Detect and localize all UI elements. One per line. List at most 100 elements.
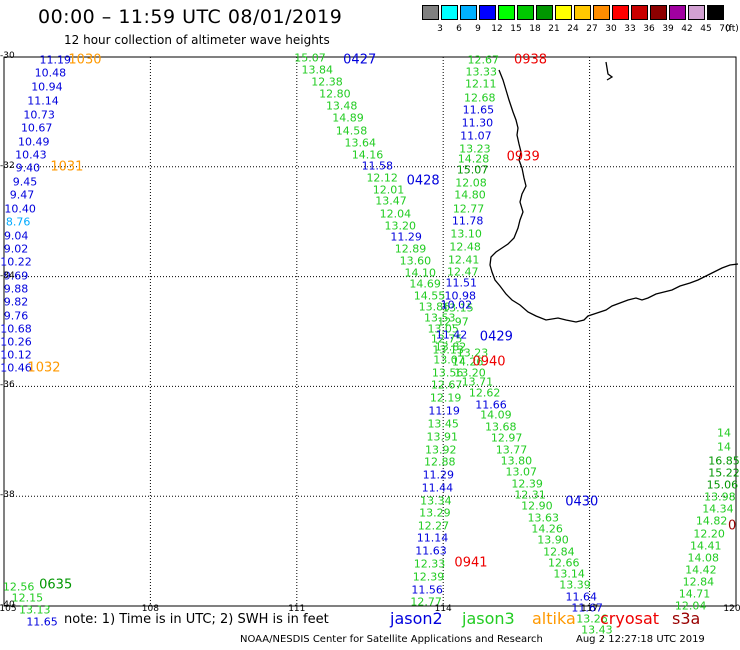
pass-time-label: 0427	[343, 52, 377, 68]
wave-height-reading: 12.39	[412, 570, 445, 584]
wave-height-reading: 12.48	[449, 240, 481, 254]
footer-credit: NOAA/NESDIS Center for Satellite Applica…	[240, 634, 543, 645]
wave-height-reading: 12.15	[11, 591, 44, 605]
wave-height-reading: 12.56	[2, 580, 35, 594]
lat-tick-label: -38	[0, 490, 15, 501]
wave-height-reading: 14.89	[332, 111, 364, 125]
wave-height-reading: 14.10	[404, 266, 437, 280]
pass-time-label: 1030	[68, 52, 102, 68]
wave-height-reading: 12.11	[465, 77, 497, 91]
satellite-legend-s3a: s3a	[672, 609, 701, 628]
pass-time-label: 0940	[472, 354, 506, 370]
colorbar-label: 24	[567, 24, 579, 34]
satellite-legend-cryosat: cryosat	[600, 609, 660, 628]
wave-height-reading: 12.90	[521, 499, 553, 513]
wave-height-reading: 13.23	[459, 142, 491, 156]
colorbar-label: 42	[681, 24, 693, 34]
colorbar-swatch	[650, 5, 667, 20]
pass-time-label: 1031	[50, 159, 84, 175]
wave-height-reading: 10.48	[34, 66, 67, 80]
wave-height-reading: 11.29	[422, 468, 455, 482]
wave-height-reading: 9.04	[3, 229, 29, 243]
wave-height-reading: 12.77	[410, 595, 442, 609]
wave-height-reading: 13.64	[344, 136, 376, 150]
wave-height-reading: 11.65	[462, 103, 495, 117]
wave-height-reading: 12.38	[311, 75, 343, 89]
wave-height-reading: 11.65	[26, 615, 58, 629]
wave-height-reading: 11.56	[411, 583, 443, 597]
wave-height-reading: 14.08	[687, 551, 720, 565]
wave-height-reading: 13.77	[495, 443, 528, 457]
wave-height-reading: 12.84	[682, 575, 715, 589]
wave-height-reading: 12.88	[424, 455, 456, 469]
lon-tick-label: 120	[723, 604, 740, 614]
lon-tick-label: 105	[0, 604, 17, 614]
wave-height-reading: 12.41	[447, 253, 480, 267]
wave-height-reading: 13.20	[454, 366, 486, 380]
wave-height-reading: 14.80	[454, 188, 486, 202]
wave-height-reading: 13.48	[325, 99, 358, 113]
lon-tick-label: 117	[581, 604, 599, 614]
wave-height-reading: 11.67	[571, 601, 603, 615]
wave-height-reading: 10.94	[31, 80, 63, 94]
pass-time-label: 0941	[454, 555, 488, 571]
wave-height-reading: 12.12	[366, 171, 398, 185]
colorbar-label: 36	[643, 24, 655, 34]
wave-height-reading: 9.40	[15, 161, 41, 175]
wave-height-reading: 14.41	[689, 539, 722, 553]
lat-tick-label: -36	[0, 380, 15, 391]
wave-height-reading: 12.67	[467, 53, 499, 67]
wave-height-reading: 13.56	[431, 366, 464, 380]
footer-timestamp: Aug 2 12:27:18 UTC 2019	[576, 634, 705, 645]
colorbar-swatch	[555, 5, 572, 20]
colorbar-label: 33	[624, 24, 636, 34]
wave-height-reading: 14.42	[685, 563, 717, 577]
wave-height-reading: 13.84	[301, 63, 334, 77]
wave-height-reading: 13.26	[576, 612, 608, 626]
wave-height-reading: 12.89	[394, 242, 427, 256]
colorbar-swatch	[517, 5, 534, 20]
map-frame	[3, 56, 737, 607]
wave-height-reading: 11.78	[451, 214, 484, 228]
wave-height-reading: 14.26	[531, 522, 563, 536]
wave-height-reading: 14.55	[413, 289, 446, 303]
satellite-legend-jason2: jason2	[390, 609, 443, 628]
wave-height-reading: 14.16	[351, 148, 384, 162]
wave-height-reading: 13.10	[450, 227, 482, 241]
wave-height-reading: 12.33	[413, 557, 446, 571]
wave-height-reading: 10.02	[440, 298, 473, 312]
wave-height-reading: 14.34	[702, 502, 734, 516]
wave-height-reading: 13.23	[456, 346, 489, 360]
wave-height-reading: 10.12	[0, 348, 32, 362]
wave-height-reading: 11.44	[421, 481, 454, 495]
wave-height-reading: 14	[717, 440, 731, 454]
wave-height-reading: 10.22	[0, 255, 32, 269]
wave-height-reading: 9.47	[9, 188, 35, 202]
wave-height-reading: 11.51	[445, 276, 478, 290]
wave-height-reading: 12.67	[430, 378, 463, 392]
pass-time-label: 0938	[513, 52, 548, 68]
wave-height-reading: 11.42	[435, 328, 468, 342]
wave-height-reading: 12.97	[490, 431, 523, 445]
colorbar-unit: (ft)	[725, 24, 739, 34]
wave-height-reading: 13.07	[433, 353, 465, 367]
wave-height-reading: 14.09	[480, 408, 512, 422]
wave-height-reading: 15.22	[708, 466, 740, 480]
wave-height-reading: 11.14	[27, 94, 59, 108]
wave-height-reading: 10.43	[15, 148, 47, 162]
colorbar-swatch	[593, 5, 610, 20]
wave-height-reading: 12.01	[372, 183, 405, 197]
wave-height-reading: 10.46	[0, 361, 32, 375]
wave-height-reading: 13.39	[559, 578, 591, 592]
wave-height-reading: 11.19	[428, 404, 460, 418]
wave-height-reading: 12.66	[547, 556, 580, 570]
wave-height-reading: 9.76	[3, 309, 29, 323]
colorbar-label: 27	[586, 24, 598, 34]
wave-height-reading: 13.80	[500, 454, 533, 468]
wave-height-reading: 13.20	[384, 219, 417, 233]
wave-height-reading: 9.02	[3, 242, 29, 256]
pass-time-label: 0428	[406, 173, 440, 189]
colorbar-label: 9	[475, 24, 481, 34]
colorbar-swatch	[707, 5, 724, 20]
